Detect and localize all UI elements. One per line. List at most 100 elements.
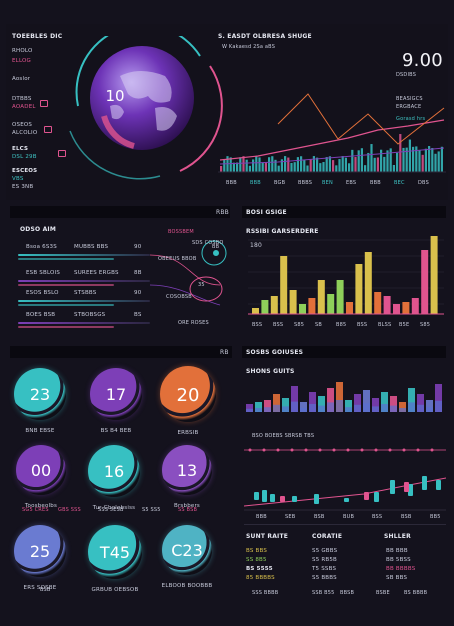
candle	[374, 492, 379, 502]
connector-dot	[213, 250, 219, 256]
stacked-bar-segment	[282, 406, 289, 412]
gauge-label: Tur Gbolobsiss	[92, 505, 136, 511]
list-row-bar	[18, 326, 114, 328]
big-value: 9.00	[402, 50, 443, 71]
candle	[436, 480, 441, 490]
stacked-bar	[327, 388, 334, 412]
top-left-item: ES 3NB	[12, 184, 34, 190]
top-chart-bar	[424, 148, 427, 172]
top-chart-x-tick: BBBS	[298, 180, 313, 186]
bar-chart-bar	[364, 252, 372, 314]
top-chart-bar	[360, 148, 363, 172]
top-left-item: ELCS	[12, 146, 29, 152]
stacked-bar	[309, 392, 316, 412]
top-chart-bar	[312, 156, 315, 172]
marker-icon	[58, 150, 66, 157]
stacked-bar-segment	[345, 407, 352, 412]
top-left-item: VBS	[12, 176, 24, 182]
globe-highlight	[101, 115, 135, 149]
right-chart-x-tick: BSB	[314, 514, 325, 520]
table-footer-cell: BBSB	[340, 590, 355, 596]
gauge	[90, 368, 142, 420]
top-chart-bar	[351, 149, 354, 172]
top-left-item: ELLOG	[12, 58, 31, 64]
gauge-value: 00	[30, 461, 52, 480]
bar-chart-x-tick: BLSS	[378, 322, 392, 328]
top-chart-bar	[223, 159, 226, 172]
list-tag: ORE ROSES	[178, 320, 209, 326]
top-chart-x-tick: BGB	[274, 180, 286, 186]
candle	[254, 492, 259, 500]
top-chart-bar	[376, 157, 379, 172]
bar-chart-bar	[299, 304, 306, 314]
stacked-bar-segment	[363, 403, 370, 412]
gauge-sublabel: GBS SSS	[58, 507, 81, 513]
bar-chart-x-tick: SB	[315, 322, 323, 328]
top-chart-bar	[232, 162, 235, 172]
stacked-bar-segment	[327, 402, 334, 412]
top-chart-bar	[396, 152, 399, 172]
top-chart-bar	[319, 163, 322, 172]
list-side-value: BB	[212, 244, 220, 250]
table-cell-a: SS 8B5	[246, 557, 267, 563]
stacked-bar	[246, 404, 253, 412]
top-chart-bar	[405, 147, 408, 172]
top-right-note: DSDIBS	[396, 72, 417, 78]
right-charts-caption: BSO BOEBS SBRSB TBS	[252, 433, 315, 439]
top-chart-bar	[380, 149, 383, 172]
top-left-item: OSEOS	[12, 122, 33, 128]
top-chart-bar	[306, 165, 309, 172]
top-chart-x-tick: BEN	[322, 180, 333, 186]
top-left-item: AOADEL	[12, 104, 36, 110]
top-right-title: S. EASDT OLBRESA SHUGE	[218, 33, 312, 40]
bar-chart-bar	[402, 302, 410, 314]
gauge	[88, 445, 140, 497]
bar-chart	[248, 236, 444, 315]
gauges-header	[10, 346, 232, 358]
top-chart-bar	[428, 146, 431, 172]
list-tag: OBEEUS BBOB	[158, 256, 197, 262]
stacked-bar-segment	[300, 408, 307, 412]
table-title-b: CORATIE	[312, 533, 343, 540]
list-row-bar	[18, 258, 114, 260]
list-tag: COSOBSB	[166, 294, 192, 300]
right-charts-header	[242, 346, 446, 358]
list-row-label-a: Bsoa 6S3S	[26, 244, 57, 250]
top-chart-bar	[290, 162, 293, 172]
top-chart-bar	[242, 156, 245, 172]
stacked-bar	[264, 400, 271, 412]
connector-ring	[189, 276, 223, 302]
stacked-bar-segment	[390, 405, 397, 412]
list-row-bar	[18, 304, 114, 306]
gauge-value: 20	[176, 385, 200, 406]
list-row-value: 90	[134, 290, 142, 296]
bar-chart-x-tick: BSS	[357, 322, 368, 328]
top-left-item: DSL 29B	[12, 154, 37, 160]
top-chart-line-orange	[277, 93, 445, 145]
top-chart-bar	[268, 157, 271, 172]
table-cell-b: S5 BBBS	[312, 575, 337, 581]
globe-arc-teal	[75, 36, 201, 107]
globe-arc-teal-2	[69, 130, 161, 180]
top-chart-line-purple	[219, 147, 445, 165]
stacked-bar	[300, 402, 307, 412]
bar-chart-bar	[346, 302, 353, 314]
list-tag: SDS COSBO	[192, 240, 224, 246]
bar-chart-title: BOSI GSIGE	[246, 209, 287, 216]
top-chart-bar	[373, 157, 376, 172]
top-chart-bar	[293, 162, 296, 172]
stacked-bar-segment	[417, 404, 424, 412]
stacked-bar	[318, 396, 325, 412]
reference-point	[262, 448, 266, 452]
table-cell-a: BS BBS	[246, 548, 268, 554]
stacked-bar	[345, 400, 352, 412]
table-footer-cell: BS BBBB	[404, 590, 428, 596]
table-title-c: SHLLER	[384, 533, 411, 540]
top-chart-bar	[252, 159, 255, 172]
candle	[292, 496, 297, 502]
reference-point	[388, 448, 392, 452]
top-chart-bar	[338, 159, 341, 172]
top-chart-bar	[341, 156, 344, 172]
right-chart-x-tick: BBB	[256, 514, 267, 520]
top-chart-bar	[348, 163, 351, 172]
